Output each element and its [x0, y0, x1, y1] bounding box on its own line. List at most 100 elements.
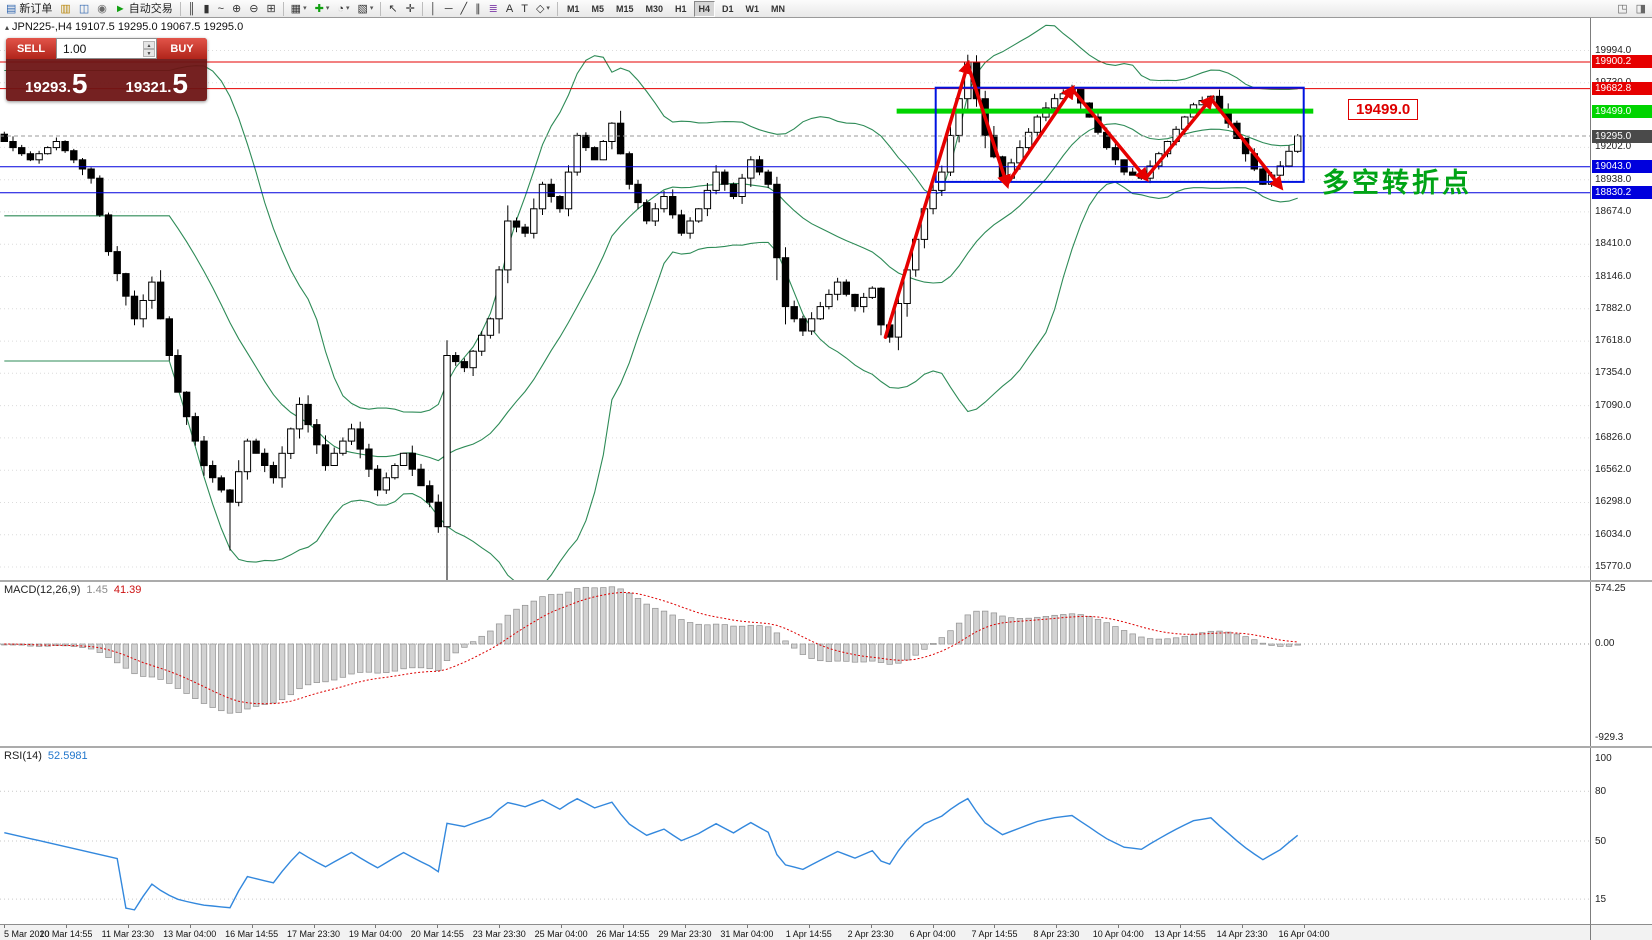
- navigator-icon[interactable]: ◉: [94, 1, 110, 17]
- text-label-tool[interactable]: T: [518, 1, 531, 17]
- toolbar-separator: [556, 1, 558, 16]
- buy-price[interactable]: 19321. 5: [125, 68, 188, 100]
- macd-panel[interactable]: MACD(12,26,9) 1.45 41.39: [0, 582, 1590, 746]
- timeframe-m30[interactable]: M30: [640, 1, 668, 17]
- volume-spinner: ▲ ▼: [143, 39, 155, 58]
- time-tick: [65, 925, 67, 928]
- price-chart-panel[interactable]: ▴ JPN225-,H4 19107.5 19295.0 19067.5 1929…: [0, 18, 1590, 580]
- new-order-button[interactable]: ▤ 新订单: [3, 1, 55, 17]
- price-tick: 16562.0: [1595, 464, 1632, 476]
- chart-workspace: ▴ JPN225-,H4 19107.5 19295.0 19067.5 1929…: [0, 18, 1652, 940]
- time-tick: [251, 925, 253, 928]
- timeframe-w1[interactable]: W1: [741, 1, 765, 17]
- price-annotation-label[interactable]: 19499.0: [1348, 99, 1419, 121]
- time-label: 5 Mar 2020: [4, 929, 50, 939]
- shapes-menu[interactable]: ◇ ▾: [533, 1, 553, 17]
- time-label: 2 Apr 23:30: [847, 929, 894, 939]
- buy-button[interactable]: BUY: [157, 38, 207, 59]
- time-label: 16 Mar 14:55: [225, 929, 279, 939]
- volume-input[interactable]: [57, 39, 156, 58]
- crosshair-tool[interactable]: ✛: [403, 1, 418, 17]
- text-tool[interactable]: A: [503, 1, 516, 17]
- sell-button[interactable]: SELL: [6, 38, 56, 59]
- turning-point-annotation[interactable]: 多空转折点: [1322, 168, 1472, 199]
- main-toolbar: ▤ 新订单 ▥ ◫ ◉ ► 自动交易 ║ ▮ ~ ⊕ ⊖ ⊞ ▦ ▾ ✚ ▾ ◔ ▾ ▧ ▾ ↖ ✛ │ ─ ╱ ∥ ≣ A T ◇ ▾ M1 M…: [0, 0, 1652, 18]
- market-watch-icon[interactable]: ▥: [57, 1, 73, 17]
- price-line-label: 18830.2: [1592, 186, 1652, 200]
- toolbar-separator: [421, 1, 423, 16]
- time-tick: [313, 925, 315, 928]
- timeframe-mn[interactable]: MN: [766, 1, 790, 17]
- price-tick: 16034.0: [1595, 528, 1632, 540]
- panel-resize-handle[interactable]: [0, 580, 1652, 582]
- price-line-label: 19682.8: [1592, 82, 1652, 96]
- zoom-out-icon[interactable]: ⊖: [246, 1, 261, 17]
- data-window-icon[interactable]: ◫: [76, 1, 92, 17]
- toolbar-extra-icon-2[interactable]: ◨: [1633, 1, 1649, 17]
- profiles-menu[interactable]: ▦ ▾: [288, 1, 310, 17]
- zoom-in-icon[interactable]: ⊕: [229, 1, 244, 17]
- time-label: 17 Mar 23:30: [286, 929, 341, 939]
- price-tick: 17618.0: [1595, 335, 1632, 347]
- time-label: 11 Mar 23:30: [101, 929, 154, 939]
- time-tick: [746, 925, 748, 928]
- time-tick: [1242, 925, 1244, 928]
- fibonacci-tool[interactable]: ≣: [486, 1, 501, 17]
- symbol-period: JPN225-,H4: [12, 21, 72, 33]
- channel-tool[interactable]: ∥: [472, 1, 484, 17]
- toolbar-extra-icon-1[interactable]: ◳: [1614, 1, 1630, 17]
- time-tick: [994, 925, 996, 928]
- time-label: 7 Apr 14:55: [971, 929, 1018, 939]
- timeframe-h1[interactable]: H1: [670, 1, 692, 17]
- price-tick: 18674.0: [1595, 205, 1632, 217]
- time-label: 26 Mar 14:55: [596, 929, 650, 939]
- autotrading-button[interactable]: ► 自动交易: [112, 1, 176, 17]
- time-label: 23 Mar 23:30: [472, 929, 526, 939]
- volume-up-icon[interactable]: ▲: [143, 40, 155, 49]
- timeframe-m5[interactable]: M5: [586, 1, 609, 17]
- time-tick: [1180, 925, 1182, 928]
- time-tick: [808, 925, 810, 928]
- time-tick: [1118, 925, 1120, 928]
- rsi-panel[interactable]: RSI(14) 52.5981: [0, 748, 1590, 924]
- time-tick: [870, 925, 872, 928]
- sell-price[interactable]: 19293. 5: [25, 68, 88, 100]
- price-tick: 16298.0: [1595, 496, 1632, 508]
- timeframe-m15[interactable]: M15: [611, 1, 639, 17]
- periods-menu[interactable]: ◔ ▾: [334, 1, 352, 17]
- time-tick: [1056, 925, 1058, 928]
- timeframe-m1[interactable]: M1: [562, 1, 585, 17]
- bar-chart-icon[interactable]: ║: [185, 1, 199, 17]
- candlestick-chart-icon[interactable]: ▮: [201, 1, 213, 17]
- time-label: 8 Apr 23:30: [1033, 929, 1080, 939]
- timeframe-h4[interactable]: H4: [693, 0, 716, 17]
- time-label: 31 Mar 04:00: [720, 929, 774, 939]
- time-tick: [932, 925, 934, 928]
- price-axis[interactable]: 15770.0 16034.0 16298.0 16562.0 16826.0 17090…: [1590, 18, 1652, 580]
- price-tick: 15770.0: [1595, 561, 1632, 573]
- timeframe-d1[interactable]: D1: [717, 1, 739, 17]
- time-tick: [437, 925, 439, 928]
- time-axis[interactable]: 5 Mar 2020 10 Mar 14:55 11 Mar 23:30 13 Mar…: [0, 924, 1590, 940]
- volume-field-wrap: ▲ ▼: [56, 38, 157, 59]
- price-chart-plot: [0, 24, 1590, 580]
- line-chart-icon[interactable]: ~: [215, 1, 227, 17]
- time-label: 13 Mar 04:00: [163, 929, 217, 939]
- vertical-line-tool[interactable]: │: [427, 1, 440, 17]
- volume-down-icon[interactable]: ▼: [143, 48, 155, 57]
- axis-corner: [1590, 924, 1652, 940]
- collapse-one-click-icon[interactable]: ▴: [5, 23, 10, 32]
- cursor-tool[interactable]: ↖: [385, 1, 400, 17]
- panel-resize-handle[interactable]: [0, 746, 1652, 748]
- horizontal-line-tool[interactable]: ─: [442, 1, 456, 17]
- time-label: 6 Apr 04:00: [909, 929, 956, 939]
- indicators-menu[interactable]: ✚ ▾: [312, 1, 333, 17]
- macd-axis[interactable]: 574.25 0.00 -929.3: [1590, 582, 1652, 746]
- trendline-tool[interactable]: ╱: [458, 1, 471, 17]
- tile-windows-icon[interactable]: ⊞: [263, 1, 278, 17]
- toolbar-separator: [380, 1, 382, 16]
- price-tick: 80: [1595, 786, 1607, 798]
- time-label: 1 Apr 14:55: [785, 929, 832, 939]
- rsi-axis[interactable]: 100 80 50 15: [1590, 748, 1652, 924]
- templates-menu[interactable]: ▧ ▾: [355, 1, 377, 17]
